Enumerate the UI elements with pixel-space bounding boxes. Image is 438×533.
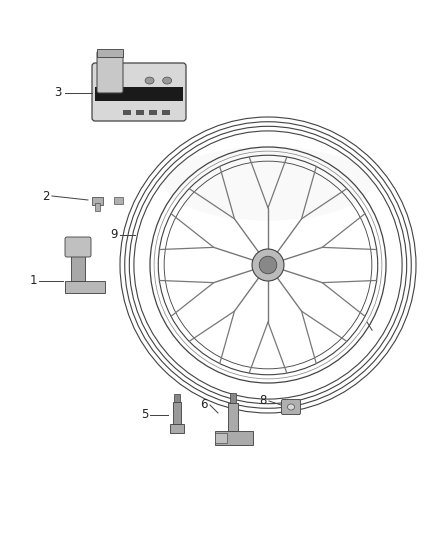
Bar <box>173 402 181 424</box>
FancyBboxPatch shape <box>282 400 300 415</box>
Bar <box>114 197 123 204</box>
Bar <box>215 433 227 443</box>
Text: 8: 8 <box>260 394 267 408</box>
FancyBboxPatch shape <box>97 51 123 93</box>
Ellipse shape <box>162 77 172 84</box>
Bar <box>215 431 253 445</box>
Bar <box>123 110 131 115</box>
Bar <box>92 197 103 205</box>
Bar <box>95 87 183 101</box>
Bar <box>174 394 180 402</box>
Bar <box>97 49 123 57</box>
Text: 2: 2 <box>42 190 50 203</box>
Bar <box>162 110 170 115</box>
Bar <box>170 424 184 433</box>
Text: 5: 5 <box>141 408 148 422</box>
Bar <box>136 110 144 115</box>
Bar <box>228 403 238 431</box>
Ellipse shape <box>287 404 294 410</box>
Bar <box>71 253 85 281</box>
Ellipse shape <box>145 77 154 84</box>
Bar <box>95 203 100 211</box>
FancyBboxPatch shape <box>92 63 186 121</box>
Ellipse shape <box>252 249 284 281</box>
Ellipse shape <box>259 256 277 274</box>
Bar <box>65 281 105 293</box>
FancyBboxPatch shape <box>65 237 91 257</box>
Bar <box>230 393 236 403</box>
Text: 3: 3 <box>55 86 62 100</box>
Bar <box>149 110 157 115</box>
Text: 1: 1 <box>29 274 37 287</box>
Text: 6: 6 <box>201 399 208 411</box>
Text: 9: 9 <box>110 229 118 241</box>
Ellipse shape <box>164 147 371 221</box>
